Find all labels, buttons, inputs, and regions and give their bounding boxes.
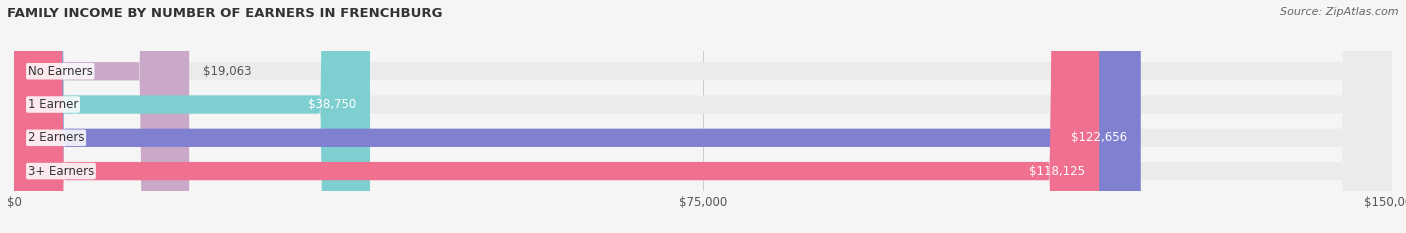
FancyBboxPatch shape	[14, 0, 1392, 233]
FancyBboxPatch shape	[14, 0, 1099, 233]
Text: FAMILY INCOME BY NUMBER OF EARNERS IN FRENCHBURG: FAMILY INCOME BY NUMBER OF EARNERS IN FR…	[7, 7, 443, 20]
FancyBboxPatch shape	[14, 0, 1140, 233]
Text: $19,063: $19,063	[202, 65, 252, 78]
FancyBboxPatch shape	[14, 0, 1392, 233]
Text: Source: ZipAtlas.com: Source: ZipAtlas.com	[1281, 7, 1399, 17]
Text: $122,656: $122,656	[1071, 131, 1128, 144]
Text: 2 Earners: 2 Earners	[28, 131, 84, 144]
FancyBboxPatch shape	[14, 0, 190, 233]
Text: No Earners: No Earners	[28, 65, 93, 78]
Text: 1 Earner: 1 Earner	[28, 98, 79, 111]
FancyBboxPatch shape	[14, 0, 370, 233]
FancyBboxPatch shape	[14, 0, 1392, 233]
Text: 3+ Earners: 3+ Earners	[28, 164, 94, 178]
Text: $38,750: $38,750	[308, 98, 356, 111]
Text: $118,125: $118,125	[1029, 164, 1085, 178]
FancyBboxPatch shape	[14, 0, 1392, 233]
